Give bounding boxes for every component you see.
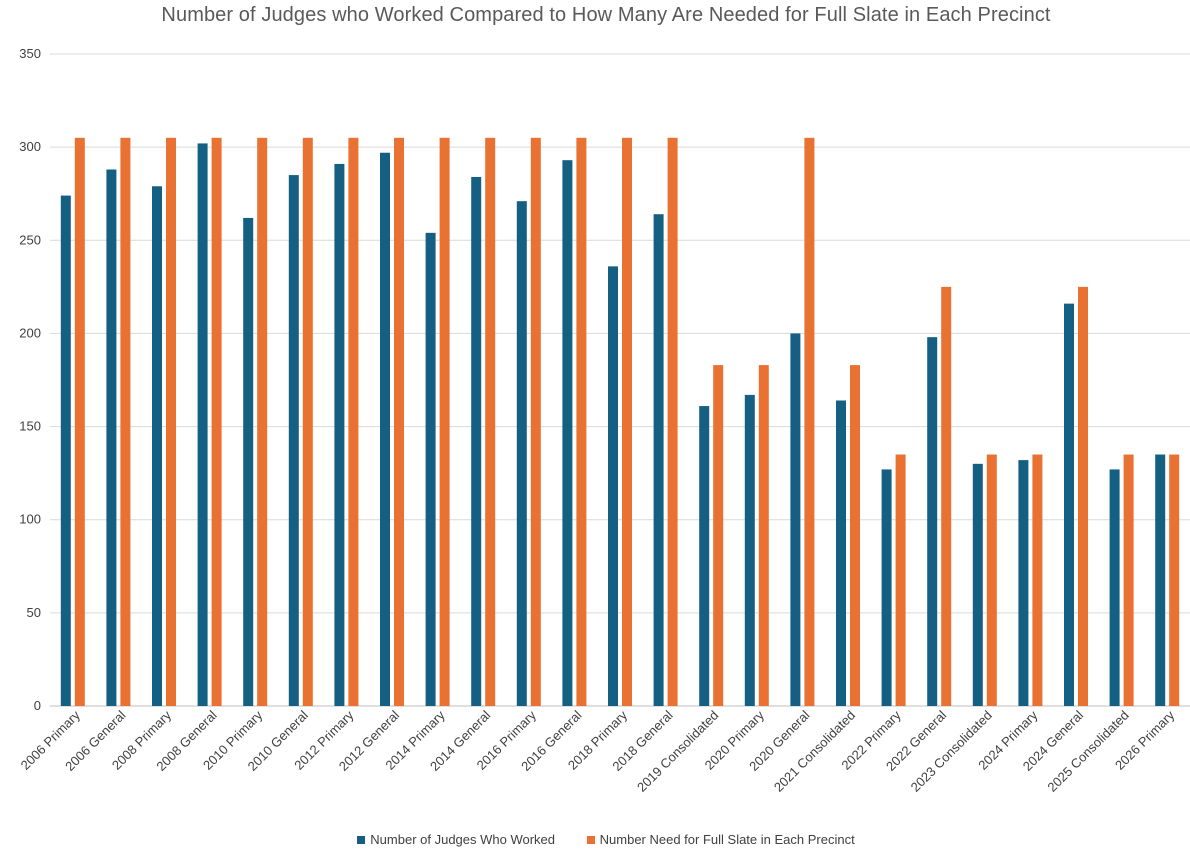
bar-judges-worked (471, 176, 482, 706)
bar-full-slate (211, 137, 222, 707)
bar-judges-worked (380, 152, 390, 706)
legend-swatch-full-slate (586, 836, 595, 844)
bar-judges-worked (288, 175, 299, 707)
bar-judges-worked (653, 214, 664, 706)
bar-full-slate (257, 137, 268, 707)
bar-judges-worked (152, 186, 162, 706)
bar-judges-worked (972, 463, 983, 706)
y-tick-label: 300 (19, 139, 41, 154)
bar-judges-worked (608, 266, 618, 706)
bar-judges-worked (106, 169, 117, 707)
bar-full-slate (895, 454, 906, 706)
bar-full-slate (667, 137, 678, 707)
gridlines (50, 53, 1190, 707)
bar-full-slate (1032, 454, 1043, 706)
y-tick-label: 250 (19, 232, 41, 247)
x-tick-label: 2019 Consolidated (634, 708, 721, 795)
bar-judges-worked (1064, 303, 1074, 706)
bar-judges-worked (334, 163, 345, 706)
bar-full-slate (1169, 454, 1180, 706)
legend-item-full-slate: Number Need for Full Slate in Each Preci… (586, 832, 855, 847)
bar-judges-worked (562, 160, 573, 706)
y-tick-label: 350 (19, 46, 41, 61)
legend: Number of Judges Who Worked Number Need … (0, 832, 1190, 847)
bar-full-slate (530, 137, 541, 707)
legend-label-full-slate: Number Need for Full Slate in Each Preci… (599, 832, 855, 847)
legend-label-judges-worked: Number of Judges Who Worked (370, 832, 556, 847)
legend-item-judges-worked: Number of Judges Who Worked (357, 832, 555, 847)
bar-judges-worked (516, 201, 527, 706)
bar-full-slate (120, 137, 131, 707)
bar-judges-worked (1018, 460, 1029, 706)
y-tick-label: 0 (34, 698, 41, 713)
bar-full-slate (804, 137, 815, 707)
bar-judges-worked (60, 195, 71, 706)
x-tick-label: 2023 Consolidated (908, 708, 995, 795)
y-axis-ticks: 0 50 100 150 200 250 300 350 (19, 46, 41, 713)
bar-full-slate (394, 137, 404, 707)
bar-full-slate (166, 137, 176, 707)
bar-full-slate (986, 454, 997, 706)
bar-judges-worked (699, 406, 710, 706)
bar-full-slate (941, 286, 952, 706)
bar-judges-worked (243, 217, 254, 706)
x-tick-label: 2025 Consolidated (1044, 708, 1131, 795)
bar-judges-worked (881, 469, 892, 706)
bar-full-slate (758, 365, 769, 706)
bar-full-slate (439, 137, 450, 707)
bar-full-slate (485, 137, 496, 707)
bar-full-slate (622, 137, 632, 707)
bar-judges-worked (197, 143, 208, 707)
bars (60, 137, 1180, 707)
bar-judges-worked (790, 333, 801, 706)
legend-swatch-judges-worked (357, 836, 366, 844)
y-tick-label: 50 (27, 605, 41, 620)
chart-title: Number of Judges who Worked Compared to … (161, 4, 1051, 26)
y-tick-label: 200 (19, 325, 41, 340)
bar-full-slate (74, 137, 85, 707)
bar-judges-worked (1109, 469, 1120, 706)
bar-judges-worked (927, 337, 938, 706)
bar-full-slate (1123, 454, 1134, 706)
bar-judges-worked (836, 400, 846, 706)
bar-full-slate (1078, 286, 1088, 706)
bar-judges-worked (425, 232, 436, 706)
bar-full-slate (713, 365, 724, 706)
bar-full-slate (302, 137, 313, 707)
bar-judges-worked (1155, 454, 1166, 706)
x-tick-label: 2021 Consolidated (771, 708, 858, 795)
bar-full-slate (576, 137, 587, 707)
y-tick-label: 150 (19, 419, 41, 434)
y-tick-label: 100 (19, 512, 41, 527)
bar-full-slate (348, 137, 359, 707)
bar-full-slate (850, 365, 860, 706)
bar-judges-worked (744, 394, 755, 706)
